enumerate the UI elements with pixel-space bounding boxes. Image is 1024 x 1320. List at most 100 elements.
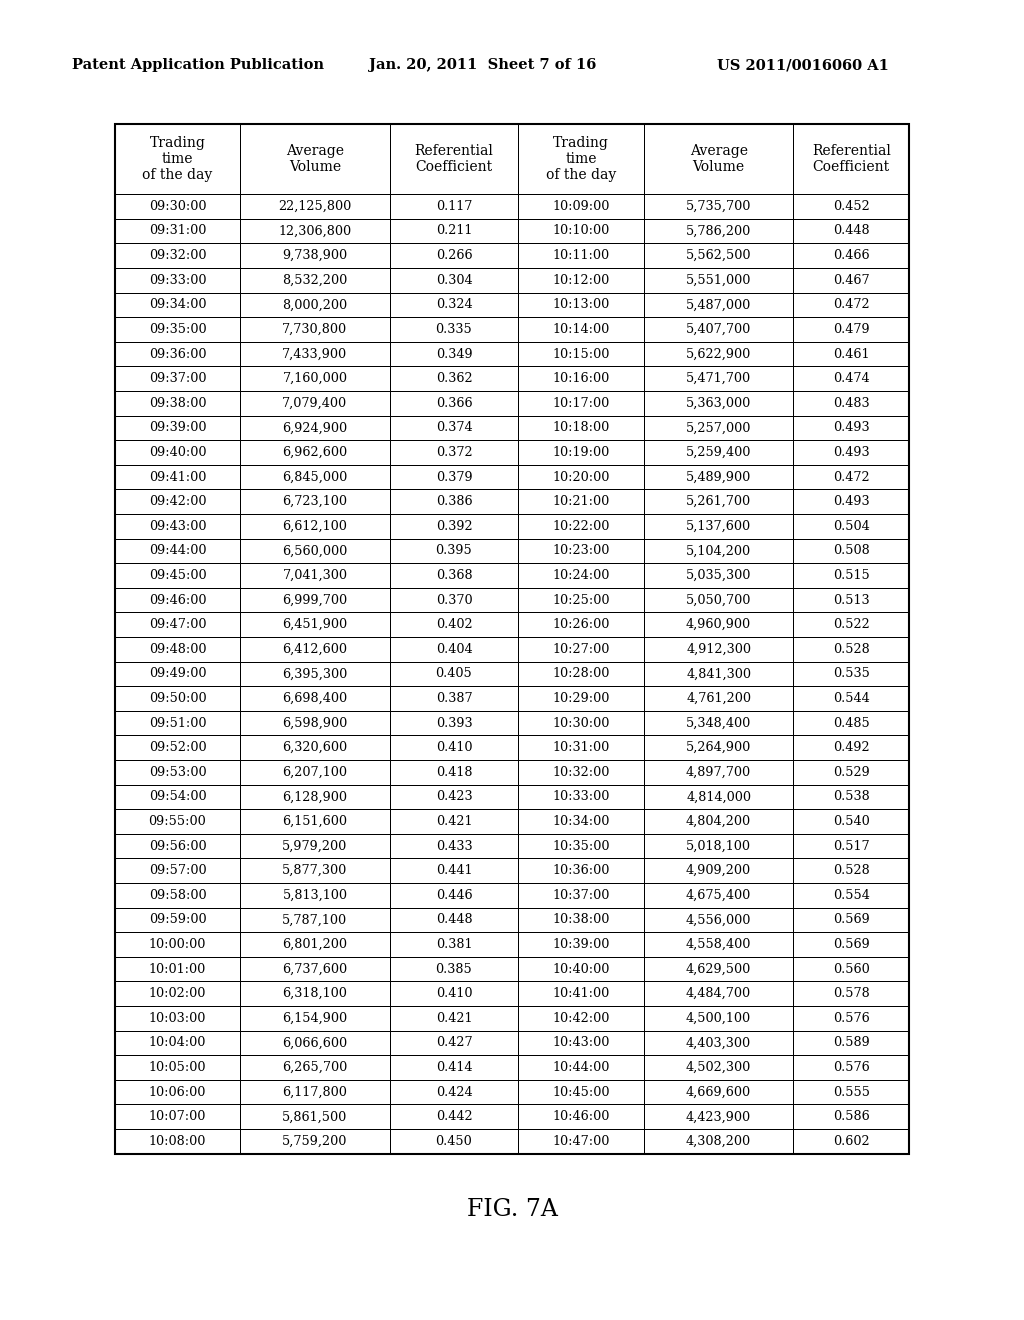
Text: 0.576: 0.576 bbox=[833, 1061, 869, 1074]
Bar bbox=[389, 219, 518, 243]
Bar bbox=[794, 858, 909, 883]
Bar bbox=[241, 317, 389, 342]
Bar bbox=[794, 883, 909, 908]
Bar bbox=[794, 932, 909, 957]
Text: 4,814,000: 4,814,000 bbox=[686, 791, 751, 804]
Bar bbox=[389, 638, 518, 661]
Bar bbox=[644, 638, 794, 661]
Text: 5,018,100: 5,018,100 bbox=[686, 840, 751, 853]
Bar bbox=[518, 834, 644, 858]
Text: 5,259,400: 5,259,400 bbox=[686, 446, 752, 459]
Bar bbox=[794, 760, 909, 784]
Text: 0.266: 0.266 bbox=[435, 249, 472, 263]
Text: 10:23:00: 10:23:00 bbox=[552, 544, 610, 557]
Bar bbox=[644, 1006, 794, 1031]
Bar bbox=[644, 957, 794, 982]
Bar bbox=[115, 1006, 241, 1031]
Bar bbox=[518, 982, 644, 1006]
Bar bbox=[794, 1031, 909, 1055]
Bar bbox=[389, 710, 518, 735]
Bar bbox=[644, 490, 794, 513]
Bar bbox=[115, 513, 241, 539]
Bar bbox=[115, 932, 241, 957]
Text: 10:32:00: 10:32:00 bbox=[552, 766, 610, 779]
Text: 0.405: 0.405 bbox=[435, 668, 472, 680]
Text: 6,598,900: 6,598,900 bbox=[283, 717, 347, 730]
Text: 6,412,600: 6,412,600 bbox=[283, 643, 347, 656]
Bar bbox=[389, 1055, 518, 1080]
Bar bbox=[115, 465, 241, 490]
Text: 6,320,600: 6,320,600 bbox=[283, 742, 347, 754]
Text: 0.466: 0.466 bbox=[833, 249, 869, 263]
Bar bbox=[115, 638, 241, 661]
Bar bbox=[241, 760, 389, 784]
Text: 6,999,700: 6,999,700 bbox=[283, 594, 347, 607]
Text: 7,160,000: 7,160,000 bbox=[283, 372, 347, 385]
Bar bbox=[644, 564, 794, 587]
Bar bbox=[794, 539, 909, 564]
Text: 10:27:00: 10:27:00 bbox=[552, 643, 610, 656]
Bar bbox=[115, 1105, 241, 1129]
Text: 09:34:00: 09:34:00 bbox=[148, 298, 206, 312]
Bar bbox=[644, 243, 794, 268]
Bar bbox=[644, 834, 794, 858]
Bar bbox=[644, 342, 794, 367]
Bar bbox=[115, 908, 241, 932]
Bar bbox=[794, 440, 909, 465]
Text: 4,841,300: 4,841,300 bbox=[686, 668, 751, 680]
Text: 0.586: 0.586 bbox=[833, 1110, 869, 1123]
Text: 6,698,400: 6,698,400 bbox=[283, 692, 347, 705]
Text: 0.508: 0.508 bbox=[833, 544, 869, 557]
Text: 0.555: 0.555 bbox=[833, 1085, 869, 1098]
Bar bbox=[389, 982, 518, 1006]
Bar bbox=[644, 661, 794, 686]
Bar bbox=[115, 416, 241, 440]
Bar bbox=[518, 416, 644, 440]
Bar bbox=[644, 587, 794, 612]
Bar bbox=[115, 219, 241, 243]
Text: 0.602: 0.602 bbox=[833, 1135, 869, 1148]
Text: 4,761,200: 4,761,200 bbox=[686, 692, 751, 705]
Text: 0.427: 0.427 bbox=[435, 1036, 472, 1049]
Bar bbox=[241, 268, 389, 293]
Text: 0.324: 0.324 bbox=[435, 298, 472, 312]
Bar bbox=[518, 858, 644, 883]
Text: 10:45:00: 10:45:00 bbox=[552, 1085, 610, 1098]
Bar bbox=[644, 1080, 794, 1105]
Text: 10:07:00: 10:07:00 bbox=[148, 1110, 206, 1123]
Bar bbox=[794, 1055, 909, 1080]
Text: 10:11:00: 10:11:00 bbox=[553, 249, 609, 263]
Bar bbox=[389, 465, 518, 490]
Text: 4,558,400: 4,558,400 bbox=[686, 939, 752, 950]
Text: 10:18:00: 10:18:00 bbox=[553, 421, 609, 434]
Bar bbox=[794, 243, 909, 268]
Text: 4,484,700: 4,484,700 bbox=[686, 987, 752, 1001]
Text: 4,502,300: 4,502,300 bbox=[686, 1061, 752, 1074]
Bar bbox=[241, 243, 389, 268]
Bar bbox=[518, 440, 644, 465]
Text: 10:02:00: 10:02:00 bbox=[148, 987, 206, 1001]
Text: 10:43:00: 10:43:00 bbox=[552, 1036, 610, 1049]
Bar bbox=[794, 416, 909, 440]
Text: 0.576: 0.576 bbox=[833, 1012, 869, 1024]
Text: 5,562,500: 5,562,500 bbox=[686, 249, 752, 263]
Bar bbox=[241, 513, 389, 539]
Bar bbox=[241, 342, 389, 367]
Bar bbox=[518, 932, 644, 957]
Text: 0.529: 0.529 bbox=[833, 766, 869, 779]
Bar bbox=[644, 367, 794, 391]
Bar bbox=[518, 465, 644, 490]
Bar bbox=[518, 957, 644, 982]
Bar bbox=[241, 124, 389, 194]
Text: 10:24:00: 10:24:00 bbox=[552, 569, 610, 582]
Text: 6,451,900: 6,451,900 bbox=[283, 618, 347, 631]
Bar bbox=[644, 194, 794, 219]
Text: 0.393: 0.393 bbox=[435, 717, 472, 730]
Bar bbox=[518, 612, 644, 638]
Bar bbox=[389, 342, 518, 367]
Bar bbox=[115, 735, 241, 760]
Text: 0.446: 0.446 bbox=[435, 888, 472, 902]
Bar bbox=[518, 243, 644, 268]
Bar bbox=[644, 1031, 794, 1055]
Bar bbox=[241, 440, 389, 465]
